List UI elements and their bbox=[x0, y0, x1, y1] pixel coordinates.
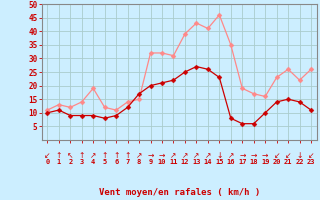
Text: ↗: ↗ bbox=[136, 151, 142, 160]
Text: →: → bbox=[147, 151, 154, 160]
Text: ↗: ↗ bbox=[170, 151, 177, 160]
Text: ↙: ↙ bbox=[308, 151, 314, 160]
Text: ↓: ↓ bbox=[216, 151, 222, 160]
Text: →: → bbox=[159, 151, 165, 160]
Text: →: → bbox=[262, 151, 268, 160]
X-axis label: Vent moyen/en rafales ( km/h ): Vent moyen/en rafales ( km/h ) bbox=[99, 188, 260, 197]
Text: ↑: ↑ bbox=[101, 151, 108, 160]
Text: ↙: ↙ bbox=[285, 151, 291, 160]
Text: ↑: ↑ bbox=[56, 151, 62, 160]
Text: ↖: ↖ bbox=[67, 151, 74, 160]
Text: ↙: ↙ bbox=[44, 151, 51, 160]
Text: ↑: ↑ bbox=[78, 151, 85, 160]
Text: →: → bbox=[239, 151, 245, 160]
Text: ↗: ↗ bbox=[182, 151, 188, 160]
Text: ↗: ↗ bbox=[205, 151, 211, 160]
Text: ↗: ↗ bbox=[90, 151, 96, 160]
Text: ↙: ↙ bbox=[274, 151, 280, 160]
Text: →: → bbox=[251, 151, 257, 160]
Text: ↑: ↑ bbox=[113, 151, 119, 160]
Text: ↑: ↑ bbox=[124, 151, 131, 160]
Text: ↗: ↗ bbox=[193, 151, 200, 160]
Text: ↓: ↓ bbox=[296, 151, 303, 160]
Text: ↗: ↗ bbox=[228, 151, 234, 160]
